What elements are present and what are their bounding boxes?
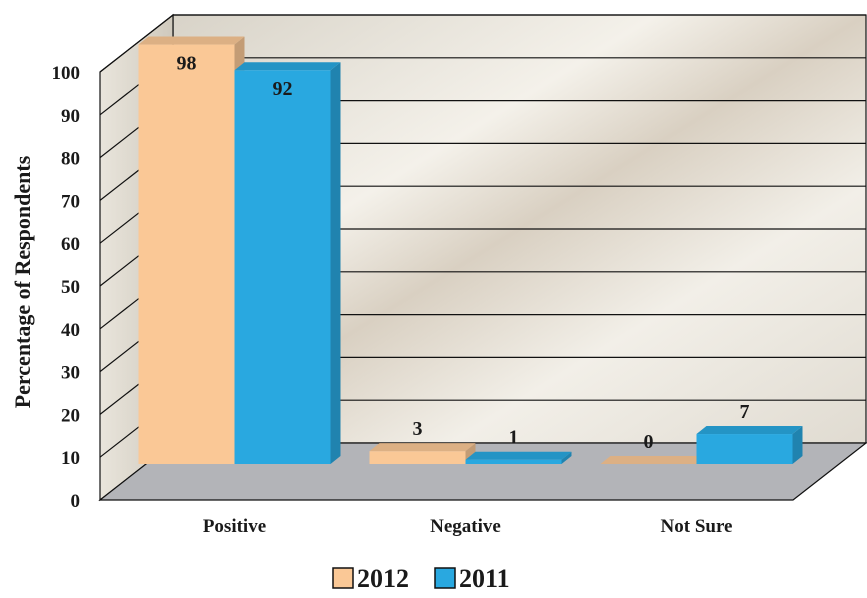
data-label: 1 [509, 427, 519, 449]
y-tick-label: 10 [61, 448, 80, 469]
x-tick-label: Negative [430, 516, 501, 537]
bar-2011-not-sure [696, 426, 803, 464]
y-tick-label: 70 [61, 191, 80, 212]
legend-item-2012: 2012 [332, 564, 409, 593]
y-tick-label: 30 [61, 363, 80, 384]
bar-2011-negative [465, 451, 572, 464]
y-tick-label: 90 [61, 106, 80, 127]
data-label: 98 [177, 53, 197, 75]
x-tick-label: Positive [203, 516, 266, 537]
y-tick-label: 20 [61, 405, 80, 426]
legend: 2012 2011 [332, 564, 510, 593]
data-label: 92 [273, 78, 293, 100]
y-tick-label: 50 [61, 277, 80, 298]
y-tick-label: 100 [52, 63, 81, 84]
data-label: 0 [644, 431, 654, 453]
y-tick-label: 80 [61, 149, 80, 170]
bar-2011-positive [234, 62, 341, 465]
bar-2012-positive [138, 36, 245, 465]
legend-label: 2012 [357, 564, 409, 593]
x-tick-label: Not Sure [661, 516, 733, 537]
y-axis-label: Percentage of Respondents [10, 155, 35, 408]
legend-label: 2011 [459, 564, 510, 593]
gridline [99, 14, 866, 73]
bar-2012-not-sure [600, 456, 707, 464]
data-label: 3 [413, 418, 423, 440]
y-tick-label: 0 [71, 491, 81, 512]
data-label: 7 [740, 401, 750, 423]
y-tick-label: 60 [61, 234, 80, 255]
legend-swatch [434, 567, 456, 589]
legend-swatch [332, 567, 354, 589]
y-tick-label: 40 [61, 320, 80, 341]
bar-2012-negative [369, 443, 476, 464]
legend-item-2011: 2011 [434, 564, 510, 593]
